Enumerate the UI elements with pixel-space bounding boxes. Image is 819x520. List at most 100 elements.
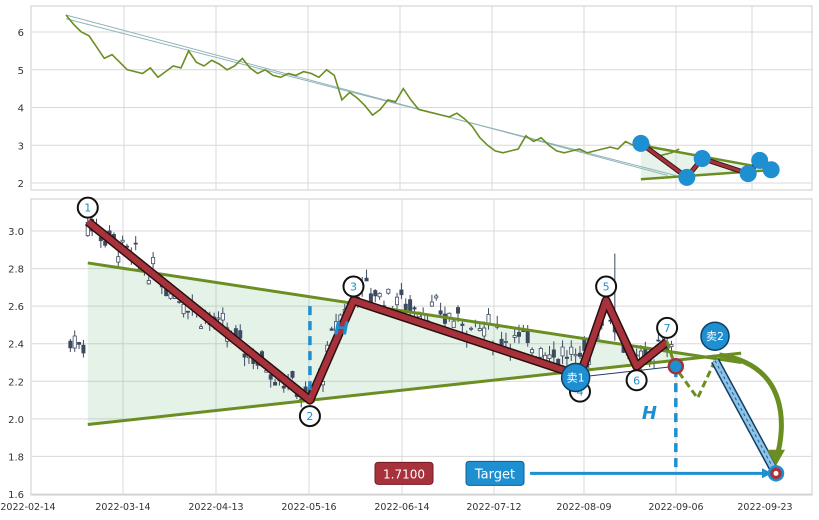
candlestick	[399, 283, 404, 300]
candlestick	[242, 353, 247, 367]
breakout-point	[667, 358, 685, 375]
breakdown-arrow-head	[767, 449, 785, 466]
candle-body	[564, 356, 569, 359]
candle-body	[373, 290, 378, 297]
candle-body	[281, 385, 286, 389]
projection-path	[665, 341, 717, 402]
candlestick	[329, 326, 334, 331]
candle-body	[377, 292, 382, 298]
candlestick	[68, 338, 73, 352]
sell-1-marker	[560, 362, 591, 393]
candle-body	[577, 352, 582, 357]
candle-body	[368, 293, 373, 303]
candle-body	[268, 374, 273, 380]
candle-body	[133, 242, 138, 245]
main-panel: 1.61.82.02.22.42.62.83.0 2022-02-14 2022-…	[0, 196, 813, 513]
y-tick-label: 2	[18, 179, 24, 190]
target-price-background	[374, 461, 434, 485]
projection-height-label: H	[642, 403, 657, 424]
candle-body	[538, 348, 543, 358]
candle-body	[386, 288, 391, 294]
target-arrow-head	[762, 468, 772, 479]
candle-body	[412, 307, 417, 310]
pivot-label-6: 6	[633, 374, 640, 387]
x-tick-label: 2022-08-09	[556, 502, 611, 513]
candlestick	[573, 348, 578, 365]
candlestick	[386, 288, 391, 295]
pivot-circle-5	[595, 275, 618, 298]
y-tick-label: 2.0	[8, 415, 24, 426]
candle-body	[517, 331, 522, 337]
pivot-circle-2	[298, 405, 321, 428]
candle-body	[290, 371, 295, 378]
y-tick-label: 2.2	[8, 377, 24, 388]
candle-body	[199, 326, 204, 329]
candle-body	[547, 354, 552, 359]
candle-body	[77, 342, 82, 345]
candlestick	[395, 292, 400, 310]
candle-body	[434, 295, 439, 299]
pivot-label-5: 5	[603, 281, 610, 294]
height-label: H	[334, 318, 349, 339]
candle-body	[238, 330, 243, 339]
pivot-circle-6	[625, 369, 648, 392]
candle-body	[116, 256, 121, 263]
x-tick-label: 2022-09-06	[648, 502, 703, 513]
y-tick-label: 4	[18, 104, 24, 115]
candlestick	[551, 341, 556, 363]
candlestick	[290, 370, 295, 380]
candle-body	[185, 310, 190, 313]
candlestick	[238, 324, 243, 340]
candlestick	[656, 333, 661, 342]
main-x-axis: 2022-02-14 2022-03-14 2022-04-13 2022-05-16…	[0, 502, 792, 513]
target-point-center	[773, 470, 779, 476]
candle-body	[499, 338, 504, 346]
candle-body	[181, 303, 186, 315]
y-tick-label: 2.6	[8, 302, 24, 313]
candlestick	[564, 350, 569, 367]
candle-body	[68, 340, 73, 349]
candle-body	[560, 346, 565, 357]
candle-body	[482, 327, 487, 337]
candlestick	[185, 310, 190, 320]
candle-body	[512, 335, 517, 338]
pivot-label-4: 4	[576, 386, 583, 399]
candlestick	[530, 347, 535, 356]
candlestick	[460, 320, 465, 334]
sell-2-label: 卖2	[706, 330, 724, 343]
candle-body	[395, 296, 400, 306]
candlestick	[81, 339, 86, 358]
triangle-upper-line	[87, 261, 742, 364]
candle-body	[451, 320, 456, 328]
candlestick	[429, 294, 434, 307]
pivot-marker	[751, 151, 769, 169]
y-tick-label: 6	[18, 28, 24, 39]
candle-body	[656, 339, 661, 342]
breakdown-arrow	[719, 352, 784, 461]
candlestick	[569, 340, 574, 361]
candle-body	[81, 344, 86, 354]
candlestick	[273, 378, 278, 386]
candle-body	[220, 312, 225, 321]
candle-body	[530, 349, 535, 354]
y-tick-label: 1.8	[8, 452, 24, 463]
x-tick-label: 2022-05-16	[281, 502, 336, 513]
candlestick	[451, 318, 456, 328]
candle-body	[399, 289, 404, 296]
candle-body	[477, 328, 482, 332]
candlestick	[116, 250, 121, 269]
candlestick	[482, 321, 487, 343]
candle-body	[146, 280, 151, 285]
pivot-circle-1	[76, 196, 99, 219]
sell-connector	[575, 365, 676, 379]
candle-body	[216, 317, 221, 320]
candlestick	[477, 324, 482, 332]
target-label-box: Target	[465, 460, 525, 486]
x-tick-label: 2022-02-14	[0, 502, 55, 513]
candle-body	[669, 344, 674, 348]
candle-body	[329, 328, 334, 331]
candlestick	[560, 340, 565, 365]
candle-body	[573, 354, 578, 357]
x-tick-label: 2022-04-13	[188, 502, 243, 513]
y-tick-label: 3	[18, 141, 24, 152]
